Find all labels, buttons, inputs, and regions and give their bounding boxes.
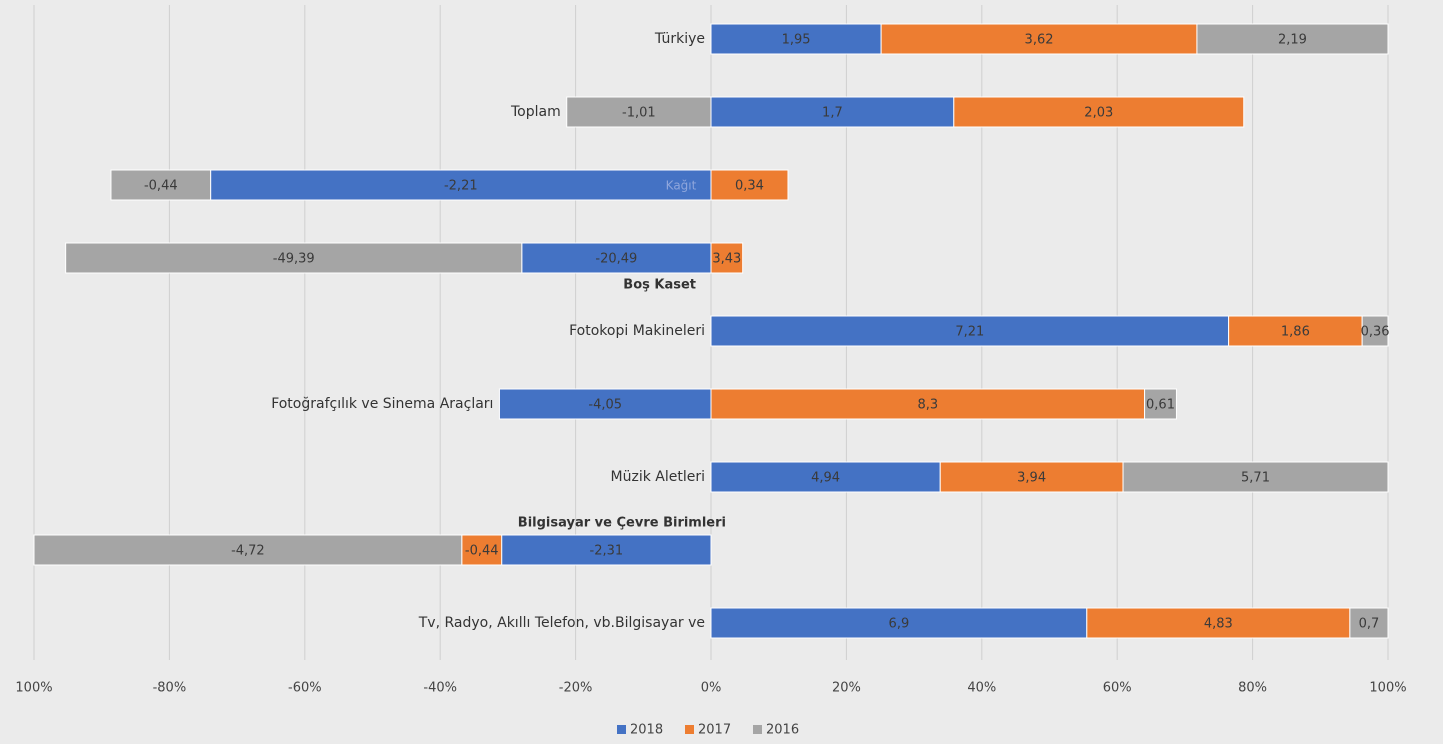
legend-swatch <box>617 725 626 734</box>
legend-label: 2016 <box>766 723 799 738</box>
data-label: 1,86 <box>1281 325 1310 340</box>
x-tick-label: 80% <box>1238 681 1267 696</box>
data-label: -49,39 <box>273 252 315 267</box>
x-tick-label: -80% <box>153 681 187 696</box>
category-label: Bilgisayar ve Çevre Birimleri <box>518 516 726 531</box>
data-label: 2,03 <box>1084 106 1113 121</box>
bar-segment <box>710 169 789 201</box>
bar-segment <box>498 388 712 420</box>
data-label: 3,43 <box>712 252 741 267</box>
data-label: -1,01 <box>622 106 656 121</box>
data-label: 8,3 <box>917 398 938 413</box>
category-label: Tv, Radyo, Akıllı Telefon, vb.Bilgisayar… <box>418 615 705 631</box>
x-tick-label: 100% <box>15 681 52 696</box>
bar-segment <box>1196 23 1389 55</box>
bar-segment <box>710 388 1146 420</box>
data-label: -2,21 <box>444 179 478 194</box>
legend-label: 2018 <box>630 723 663 738</box>
x-tick-label: -20% <box>559 681 593 696</box>
data-label: -4,05 <box>588 398 622 413</box>
data-label: 5,71 <box>1241 471 1270 486</box>
category-label: Türkiye <box>654 31 705 47</box>
x-tick-label: 0% <box>701 681 722 696</box>
data-label: -0,44 <box>144 179 178 194</box>
bar-segment <box>210 169 712 201</box>
bar-segment <box>65 242 523 274</box>
data-label: 3,94 <box>1017 471 1046 486</box>
bar-segment <box>1361 315 1389 347</box>
category-label: Toplam <box>510 104 561 120</box>
x-tick-label: -40% <box>423 681 457 696</box>
category-label: Kağıt <box>666 179 697 193</box>
x-tick-label: 40% <box>967 681 996 696</box>
data-label: 4,94 <box>811 471 840 486</box>
data-label: -20,49 <box>595 252 637 267</box>
data-label: 1,95 <box>782 33 811 48</box>
data-label: -4,72 <box>231 544 265 559</box>
bar-segment <box>1086 607 1351 639</box>
data-label: 6,9 <box>889 617 910 632</box>
category-label: Fotokopi Makineleri <box>569 323 705 339</box>
data-label: 0,61 <box>1146 398 1175 413</box>
bar-segment <box>110 169 212 201</box>
data-label: 1,7 <box>822 106 843 121</box>
x-tick-label: 60% <box>1103 681 1132 696</box>
data-label: 0,36 <box>1361 325 1390 340</box>
bar-segment <box>710 607 1088 639</box>
data-label: 2,19 <box>1278 33 1307 48</box>
data-label: -0,44 <box>465 544 499 559</box>
data-label: 0,34 <box>735 179 764 194</box>
bar-segment <box>1349 607 1389 639</box>
category-label: Boş Kaset <box>623 278 696 293</box>
x-tick-label: 20% <box>832 681 861 696</box>
x-tick-label: -60% <box>288 681 322 696</box>
data-label: 3,62 <box>1025 33 1054 48</box>
bar-segment <box>710 315 1230 347</box>
bar-segment <box>710 242 744 274</box>
bar-segment <box>1144 388 1177 420</box>
bar-segment <box>33 534 463 566</box>
bar-segment <box>1228 315 1363 347</box>
bar-segment <box>953 96 1245 128</box>
bar-segment <box>1122 461 1389 493</box>
bar-segment <box>501 534 712 566</box>
bar-segment <box>939 461 1124 493</box>
data-label: 7,21 <box>955 325 984 340</box>
x-tick-label: 100% <box>1369 681 1406 696</box>
legend-swatch <box>685 725 694 734</box>
data-label: 0,7 <box>1359 617 1380 632</box>
legend-label: 2017 <box>698 723 731 738</box>
data-label: 4,83 <box>1204 617 1233 632</box>
bar-segment <box>566 96 712 128</box>
legend-swatch <box>753 725 762 734</box>
category-label: Müzik Aletleri <box>611 469 705 485</box>
data-label: -2,31 <box>590 544 624 559</box>
category-label: Fotoğrafçılık ve Sinema Araçları <box>271 396 493 412</box>
